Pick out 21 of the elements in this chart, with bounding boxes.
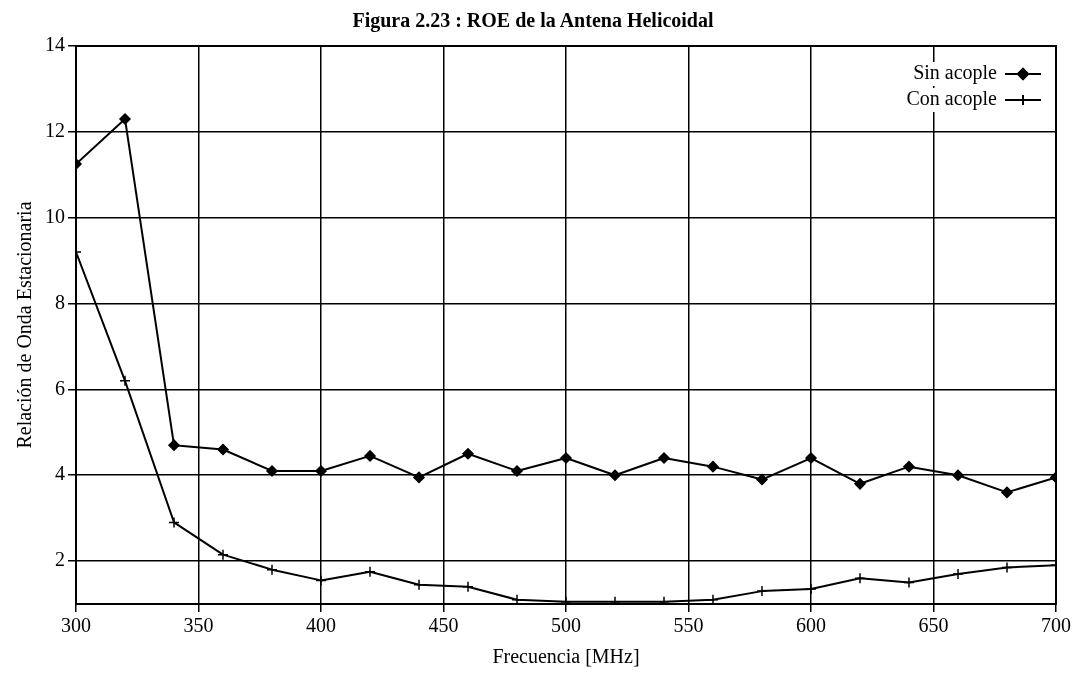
x-tick-label: 500 [551,614,581,637]
y-tick-label: 14 [45,33,65,56]
x-axis-title: Frecuencia [MHz] [492,645,640,668]
y-tick-label: 6 [55,376,65,399]
x-tick-label: 450 [428,614,459,637]
legend-label: Sin acople [913,61,998,85]
x-tick-label: 550 [673,614,704,637]
y-tick-label: 4 [55,462,65,485]
x-tick-label: 400 [306,614,336,637]
x-tick-label: 300 [61,614,91,637]
x-tick-label: 600 [796,614,826,637]
y-tick-label: 12 [45,119,65,142]
legend-label: Con acople [906,87,998,111]
chart-title: Figura 2.23 : ROE de la Antena Helicoidal [352,9,714,33]
y-tick-label: 8 [55,290,65,313]
y-tick-label: 10 [45,204,65,227]
y-axis-title: Relación de Onda Estacionaria [13,201,36,449]
y-tick-label: 2 [55,548,65,571]
x-tick-label: 650 [918,614,949,637]
x-tick-label: 350 [183,614,214,637]
x-tick-label: 700 [1041,614,1071,637]
